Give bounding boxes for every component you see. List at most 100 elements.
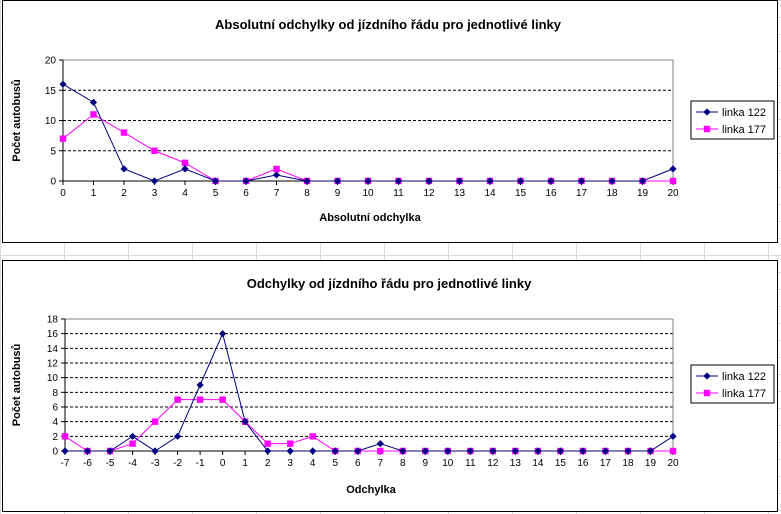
x-tick-label: 2 [265,458,271,469]
y-axis-label: Počet autobusů [11,344,23,427]
legend-label: linka 177 [722,388,766,400]
data-point [309,433,316,440]
x-tick-label: 9 [335,188,341,199]
chart-svg: Absolutní odchylky od jízdního řádu pro … [11,17,775,224]
x-tick-label: 15 [555,458,567,469]
x-tick-label: 0 [220,458,226,469]
data-point [669,447,677,455]
data-point [466,447,474,455]
legend-marker [703,389,711,397]
data-point [646,447,655,455]
data-point [59,80,67,88]
data-point [128,432,137,440]
x-tick-label: -6 [83,458,92,469]
data-point [376,440,384,448]
y-tick-label: 2 [52,432,58,443]
chart-absolute-deviation: Absolutní odchylky od jízdního řádu pro … [2,0,778,243]
legend: linka 122 linka 177 [690,100,775,140]
legend-marker [703,108,711,116]
data-point [272,171,281,179]
data-point [196,381,204,389]
data-point [173,432,182,440]
data-point [211,177,220,185]
x-tick-label: 19 [645,458,657,469]
x-tick-label: 3 [152,188,158,199]
x-tick-label: 4 [182,188,188,199]
data-point [242,177,250,185]
data-point [303,177,311,185]
data-point [444,447,452,455]
data-point [577,177,586,185]
x-tick-label: -5 [106,458,115,469]
data-point [219,330,227,338]
x-tick-label: 12 [487,458,499,469]
y-tick-label: 12 [47,359,59,370]
legend-label: linka 122 [722,371,766,383]
data-point [669,165,677,173]
x-tick-label: 7 [377,458,383,469]
x-tick-label: 16 [545,188,557,199]
x-tick-label: -4 [128,458,137,469]
data-point [196,396,204,403]
data-point [354,447,362,455]
data-point [331,447,339,455]
x-tick-label: 10 [442,458,454,469]
x-tick-label: -1 [196,458,205,469]
data-point [547,177,555,185]
data-point [150,177,159,185]
data-point [516,177,525,185]
x-tick-label: 17 [576,188,588,199]
x-tick-label: 18 [622,458,634,469]
data-point [399,447,407,455]
x-tick-label: 20 [667,458,679,469]
series-line [65,332,674,452]
x-tick-label: 2 [121,188,127,199]
data-point [129,440,136,447]
legend-label: linka 122 [722,107,766,119]
x-tick-label: 3 [287,458,293,469]
y-tick-label: 16 [47,329,59,340]
data-point [669,177,677,185]
chart-svg: Odchylky od jízdního řádu pro jednotlivé… [11,276,775,496]
data-point [90,111,97,118]
x-tick-label: 17 [600,458,612,469]
x-tick-label: 5 [332,458,338,469]
data-point [394,177,403,185]
data-point [151,147,158,154]
data-point [83,447,92,455]
y-axis-label: Počet autobusů [11,79,23,162]
data-point [489,447,497,455]
x-tick-label: 0 [60,188,66,199]
x-tick-label: 15 [515,188,527,199]
data-point [264,447,272,455]
y-tick-label: 0 [50,177,56,188]
y-tick-label: 8 [52,388,58,399]
x-tick-label: -7 [61,458,70,469]
data-point [61,433,69,440]
data-point [608,177,616,185]
data-point [624,447,632,455]
data-point [151,418,159,425]
data-point [151,447,159,455]
x-tick-label: 12 [423,188,435,199]
series-line [62,83,674,182]
data-point [601,447,610,455]
data-point [181,159,189,167]
data-point [181,165,189,173]
x-axis-label: Odchylka [346,484,396,496]
series-linka-122 [59,80,677,185]
data-point [219,396,226,403]
y-tick-label: 5 [50,146,56,157]
legend-marker [703,125,711,133]
series-linka-177 [61,396,677,455]
y-tick-label: 10 [47,373,59,384]
x-tick-label: 6 [243,188,249,199]
x-tick-label: 1 [242,458,248,469]
x-tick-label: 9 [423,458,429,469]
data-point [364,177,372,185]
data-point [273,165,280,173]
x-tick-label: 5 [213,188,219,199]
x-tick-label: 11 [465,458,476,469]
x-tick-label: -2 [173,458,182,469]
x-tick-label: 4 [310,458,316,469]
